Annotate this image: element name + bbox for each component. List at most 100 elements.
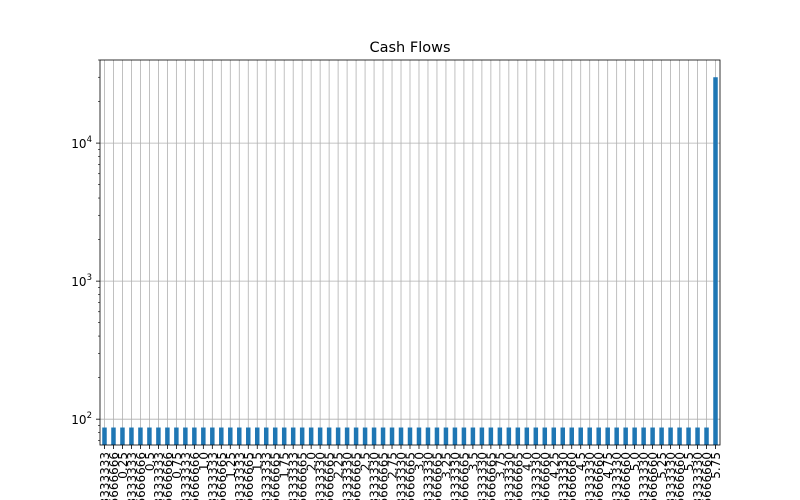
bar xyxy=(281,427,287,445)
bar xyxy=(425,427,431,445)
bar xyxy=(138,427,143,445)
bar xyxy=(120,427,125,445)
x-tick-label: 2.3333333333333330 xyxy=(341,452,355,500)
x-tick-label: 0.5833333333333333 xyxy=(152,452,166,500)
bar xyxy=(129,427,134,445)
bar xyxy=(174,427,179,445)
x-axis: 0.08333333333333330.16666666666666660.25… xyxy=(98,445,723,500)
x-tick-label: 4.3333333333333330 xyxy=(556,452,570,500)
x-tick-label: 1.5 xyxy=(251,452,265,471)
bar xyxy=(587,427,592,445)
bar xyxy=(605,427,610,445)
x-tick-label: 5.25 xyxy=(655,452,669,479)
x-tick-label: 4.4166666666666660 xyxy=(565,452,579,500)
bar xyxy=(677,427,682,445)
bar xyxy=(488,427,494,445)
bar xyxy=(290,427,296,445)
bar xyxy=(659,427,664,445)
x-tick-label: 3.4166666666666665 xyxy=(457,452,471,500)
grid xyxy=(100,60,720,445)
bar xyxy=(542,427,548,445)
x-tick-label: 3.25 xyxy=(439,452,453,479)
bar xyxy=(111,427,116,445)
x-tick-label: 3.5833333333333330 xyxy=(475,452,489,500)
bar xyxy=(416,427,422,445)
x-tick-label: 2.6666666666666665 xyxy=(377,452,391,500)
x-tick-label: 4.6666666666666660 xyxy=(592,452,606,500)
x-tick-label: 0.75 xyxy=(170,452,184,479)
x-tick-label: 1.3333333333333333 xyxy=(233,452,247,500)
x-tick-label: 5.0833333333333330 xyxy=(637,452,651,500)
x-tick-label: 0.6666666666666666 xyxy=(161,452,175,500)
x-tick-label: 2.5833333333333330 xyxy=(368,452,382,500)
bar xyxy=(147,427,152,445)
x-tick-label: 2.1666666666666665 xyxy=(323,452,337,500)
bar xyxy=(263,427,269,445)
x-tick-label: 4.0 xyxy=(520,452,534,471)
x-tick-label: 2.4166666666666665 xyxy=(350,452,364,500)
x-tick-label: 2.25 xyxy=(332,452,346,479)
bar xyxy=(461,427,467,445)
bar xyxy=(228,427,233,445)
bar xyxy=(650,427,655,445)
bar xyxy=(255,427,260,445)
x-tick-label: 2.9166666666666665 xyxy=(404,452,418,500)
x-tick-label: 3.0 xyxy=(412,452,426,471)
bar xyxy=(533,427,539,445)
x-tick-label: 0.4166666666666666 xyxy=(134,452,148,500)
x-tick-label: 1.6666666666666665 xyxy=(269,452,283,500)
bar xyxy=(470,427,476,445)
y-tick-label: 102 xyxy=(71,411,92,427)
x-tick-label: 4.25 xyxy=(547,452,561,479)
bar xyxy=(380,427,386,445)
bar xyxy=(434,427,440,445)
x-tick-label: 0.8333333333333333 xyxy=(179,452,193,500)
x-tick-label: 4.5833333333333330 xyxy=(583,452,597,500)
bar xyxy=(560,427,565,445)
bar xyxy=(506,427,512,445)
bar xyxy=(515,427,521,445)
x-tick-label: 5.1666666666666660 xyxy=(646,452,660,500)
bar xyxy=(569,427,574,445)
x-tick-label: 1.1666666666666665 xyxy=(215,452,229,500)
x-tick-label: 5.6666666666666660 xyxy=(700,452,714,500)
x-tick-label: 5.3333333333333330 xyxy=(664,452,678,500)
bar xyxy=(713,77,718,446)
x-tick-label: 2.5 xyxy=(359,452,373,471)
x-tick-label: 4.1666666666666660 xyxy=(538,452,552,500)
bar xyxy=(479,427,485,445)
bar xyxy=(308,427,314,445)
x-tick-label: 1.25 xyxy=(224,452,238,479)
bar xyxy=(165,427,170,445)
x-tick-label: 0.5 xyxy=(143,452,157,471)
x-tick-label: 4.5 xyxy=(574,452,588,471)
x-tick-label: 4.8333333333333330 xyxy=(610,452,624,500)
bar xyxy=(344,427,350,445)
x-tick-label: 1.9166666666666665 xyxy=(296,452,310,500)
y-tick-label: 103 xyxy=(71,273,92,289)
bar xyxy=(578,427,583,445)
bar xyxy=(272,427,278,445)
bar xyxy=(614,427,619,445)
x-tick-label: 4.9166666666666660 xyxy=(619,452,633,500)
x-tick-label: 0.25 xyxy=(116,452,130,479)
x-tick-label: 0.9166666666666666 xyxy=(188,452,202,500)
bar xyxy=(398,427,404,445)
bar xyxy=(623,427,628,445)
x-tick-label: 1.0833333333333333 xyxy=(206,452,220,500)
bar xyxy=(371,427,377,445)
x-tick-label: 3.75 xyxy=(493,452,507,479)
x-tick-label: 5.4166666666666660 xyxy=(673,452,687,500)
bar xyxy=(686,427,691,445)
bar xyxy=(156,427,161,445)
x-tick-label: 2.8333333333333330 xyxy=(395,452,409,500)
bar xyxy=(551,427,557,445)
bar xyxy=(335,427,341,445)
bar xyxy=(407,427,413,445)
bar xyxy=(201,427,206,445)
bar xyxy=(192,427,197,445)
bar xyxy=(219,427,224,445)
bar xyxy=(452,427,458,445)
bar xyxy=(317,427,323,445)
x-tick-label: 3.5 xyxy=(466,452,480,471)
